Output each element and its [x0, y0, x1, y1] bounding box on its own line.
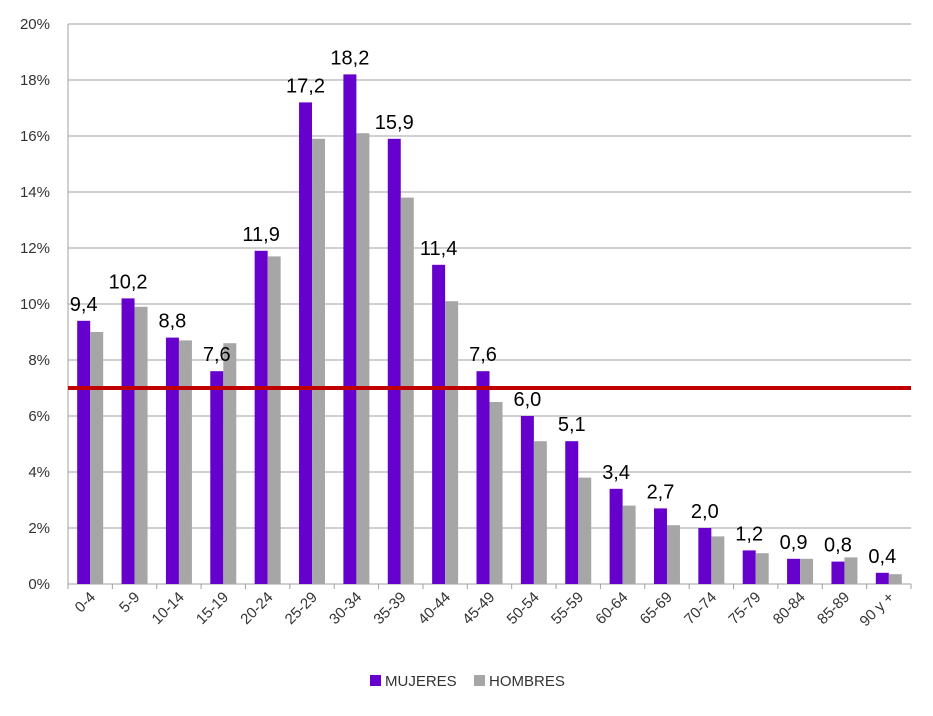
- y-tick-label: 16%: [20, 128, 50, 145]
- y-tick-label: 20%: [20, 16, 50, 33]
- y-tick-label: 4%: [28, 464, 50, 481]
- data-label: 18,2: [330, 47, 369, 69]
- x-tick-label: 90 y +: [856, 589, 897, 630]
- bar-mujeres: [432, 264, 446, 584]
- bar-mujeres: [875, 572, 889, 584]
- x-tick-label: 35-39: [370, 589, 409, 628]
- bar-hombres: [223, 343, 237, 584]
- bar-hombres: [356, 133, 370, 584]
- x-tick-label: 55-59: [548, 589, 587, 628]
- x-tick-label: 45-49: [459, 589, 498, 628]
- bar-mujeres: [609, 488, 623, 584]
- data-labels: 9,4 10,2 8,8 7,6 11,9 17,218,2 15,9 11,4 7,6 6,0 5…: [70, 47, 896, 567]
- data-label: 10,2: [109, 271, 148, 293]
- x-tick-label: 0-4: [72, 589, 99, 616]
- x-tick-label: 85-89: [814, 589, 853, 628]
- bar-hombres: [800, 558, 814, 584]
- data-label: 0,8: [824, 535, 852, 557]
- bar-mujeres: [387, 138, 401, 585]
- bar-mujeres: [121, 298, 135, 584]
- data-label: 3,4: [602, 462, 630, 484]
- bar-mujeres: [165, 337, 179, 584]
- y-tick-label: 14%: [20, 184, 50, 201]
- data-label: 9,4: [70, 294, 98, 316]
- bar-mujeres: [520, 416, 534, 584]
- x-tick-label: 5-9: [116, 589, 143, 616]
- y-tick-label: 2%: [28, 520, 50, 537]
- bar-hombres: [755, 553, 769, 584]
- bar-hombres: [533, 441, 547, 584]
- bar-mujeres: [698, 528, 712, 584]
- legend: MUJERES HOMBRES: [370, 673, 565, 690]
- bars: [77, 74, 902, 585]
- data-label: 0,9: [780, 532, 808, 554]
- x-axis-ticks: 0-4 5-9 10-14 15-19 20-24 25-29 30-34 35-39 40-4…: [72, 589, 898, 630]
- bar-hombres: [312, 138, 326, 585]
- gridlines: [67, 23, 912, 589]
- bar-mujeres: [343, 74, 357, 585]
- bar-hombres: [578, 477, 592, 584]
- y-tick-label: 12%: [20, 240, 50, 257]
- bar-hombres: [134, 306, 148, 584]
- y-tick-label: 8%: [28, 352, 50, 369]
- bar-hombres: [178, 340, 192, 584]
- bar-hombres: [666, 525, 680, 584]
- y-axis-ticks: 0% 2% 4% 6% 8% 10% 12% 14% 16% 18% 20%: [20, 16, 50, 593]
- y-tick-label: 10%: [20, 296, 50, 313]
- y-tick-label: 18%: [20, 72, 50, 89]
- data-label: 7,6: [203, 344, 231, 366]
- data-label: 7,6: [469, 344, 497, 366]
- bar-mujeres: [742, 550, 756, 584]
- data-label: 1,2: [735, 523, 763, 545]
- bar-hombres: [711, 536, 725, 584]
- x-tick-label: 60-64: [592, 589, 631, 628]
- bar-mujeres: [77, 320, 91, 584]
- legend-swatch-mujeres: [370, 675, 381, 686]
- x-tick-label: 75-79: [725, 589, 764, 628]
- bar-hombres: [400, 197, 414, 584]
- bar-mujeres: [210, 371, 224, 584]
- x-tick-label: 40-44: [415, 589, 454, 628]
- x-tick-label: 80-84: [770, 589, 809, 628]
- x-tick-label: 50-54: [504, 589, 543, 628]
- bar-mujeres: [476, 371, 490, 584]
- data-label: 0,4: [868, 546, 896, 568]
- x-tick-label: 25-29: [282, 589, 321, 628]
- legend-label-hombres: HOMBRES: [489, 673, 565, 690]
- legend-swatch-hombres: [474, 675, 485, 686]
- bar-mujeres: [831, 561, 845, 584]
- bar-mujeres: [787, 558, 801, 584]
- y-tick-label: 6%: [28, 408, 50, 425]
- bar-hombres: [489, 402, 503, 584]
- bar-hombres: [90, 332, 104, 584]
- bar-hombres: [445, 301, 459, 584]
- data-label: 2,0: [691, 501, 719, 523]
- data-label: 17,2: [286, 75, 325, 97]
- x-tick-label: 10-14: [149, 589, 188, 628]
- x-tick-label: 20-24: [237, 589, 276, 628]
- bar-hombres: [622, 505, 636, 584]
- legend-label-mujeres: MUJERES: [385, 673, 457, 690]
- bar-mujeres: [254, 250, 268, 585]
- data-label: 11,4: [420, 238, 457, 260]
- data-label: 6,0: [513, 389, 541, 411]
- bar-hombres: [844, 557, 858, 584]
- bar-mujeres: [299, 102, 313, 585]
- data-label: 8,8: [159, 311, 187, 333]
- x-tick-label: 30-34: [326, 589, 365, 628]
- y-tick-label: 0%: [28, 576, 50, 593]
- x-tick-label: 15-19: [193, 589, 232, 628]
- x-tick-label: 65-69: [637, 589, 676, 628]
- data-label: 2,7: [647, 481, 675, 503]
- bar-hombres: [267, 256, 281, 584]
- data-label: 11,9: [242, 224, 279, 246]
- data-label: 15,9: [375, 112, 414, 134]
- bar-mujeres: [565, 441, 579, 584]
- data-label: 5,1: [558, 414, 586, 436]
- bar-hombres: [888, 574, 902, 584]
- bar-mujeres: [653, 508, 667, 584]
- x-tick-label: 70-74: [681, 589, 720, 628]
